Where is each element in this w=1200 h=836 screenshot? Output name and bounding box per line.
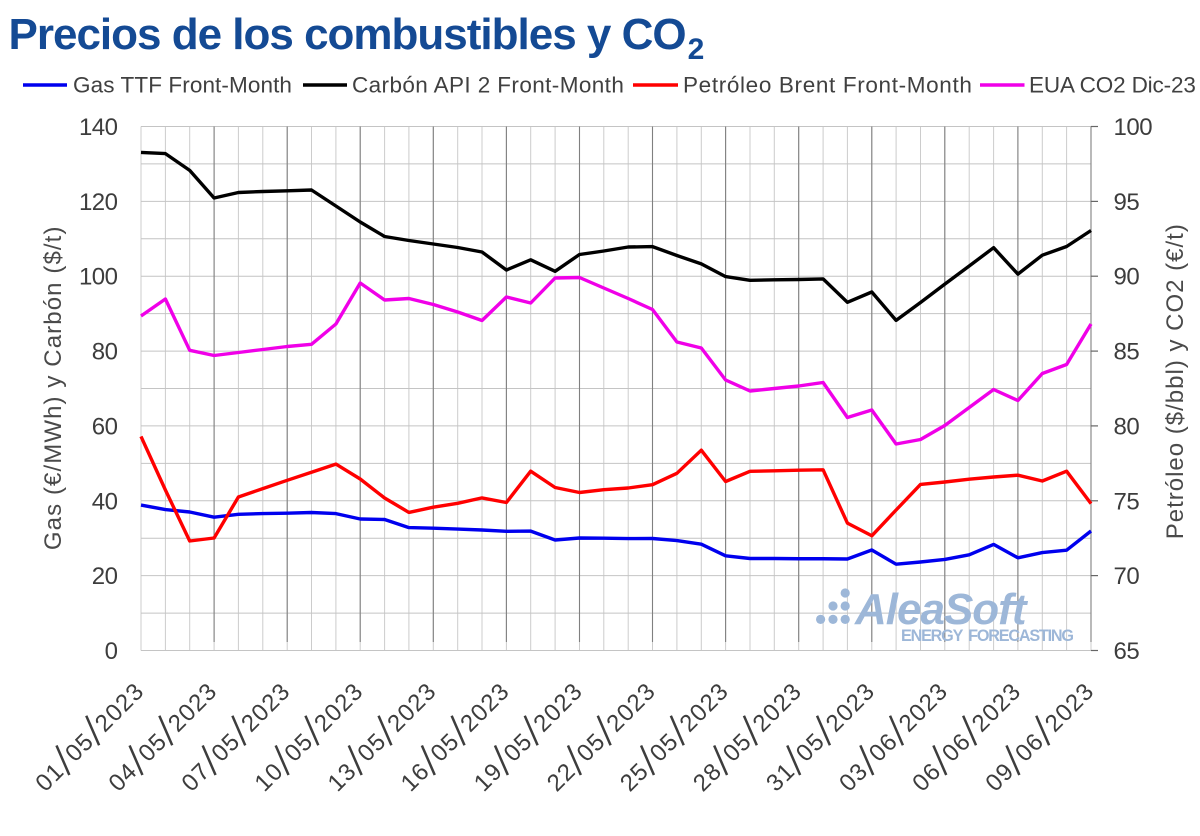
svg-text:Petróleo ($/bbl) y CO2 (€/t): Petróleo ($/bbl) y CO2 (€/t): [1162, 223, 1189, 539]
svg-text:60: 60: [92, 413, 118, 440]
svg-text:Gas (€/MWh) y Carbón ($/t): Gas (€/MWh) y Carbón ($/t): [40, 225, 67, 550]
svg-text:120: 120: [79, 189, 118, 216]
svg-text:Carbón API 2 Front-Month: Carbón API 2 Front-Month: [352, 73, 624, 98]
svg-text:80: 80: [1114, 413, 1140, 440]
svg-text:0: 0: [105, 638, 118, 665]
svg-text:100: 100: [79, 264, 118, 291]
svg-text:40: 40: [92, 488, 118, 515]
svg-text:140: 140: [79, 114, 118, 141]
svg-text:95: 95: [1114, 189, 1140, 216]
svg-text:70: 70: [1114, 563, 1140, 590]
svg-text:EUA CO2 Dic-23: EUA CO2 Dic-23: [1029, 73, 1196, 98]
svg-text:ENERGY FORECASTING: ENERGY FORECASTING: [901, 627, 1073, 645]
svg-text:75: 75: [1114, 488, 1140, 515]
svg-text:85: 85: [1114, 339, 1140, 366]
svg-text:Petróleo Brent Front-Month: Petróleo Brent Front-Month: [683, 73, 973, 98]
svg-text:AleaSoft: AleaSoft: [854, 585, 1029, 634]
svg-text:80: 80: [92, 339, 118, 366]
svg-text:20: 20: [92, 563, 118, 590]
svg-text:65: 65: [1114, 638, 1140, 665]
svg-text:90: 90: [1114, 264, 1140, 291]
svg-text:Gas TTF Front-Month: Gas TTF Front-Month: [73, 73, 292, 98]
svg-text:100: 100: [1114, 114, 1153, 141]
svg-text:Precios de los combustibles y: Precios de los combustibles y CO2: [9, 10, 704, 66]
